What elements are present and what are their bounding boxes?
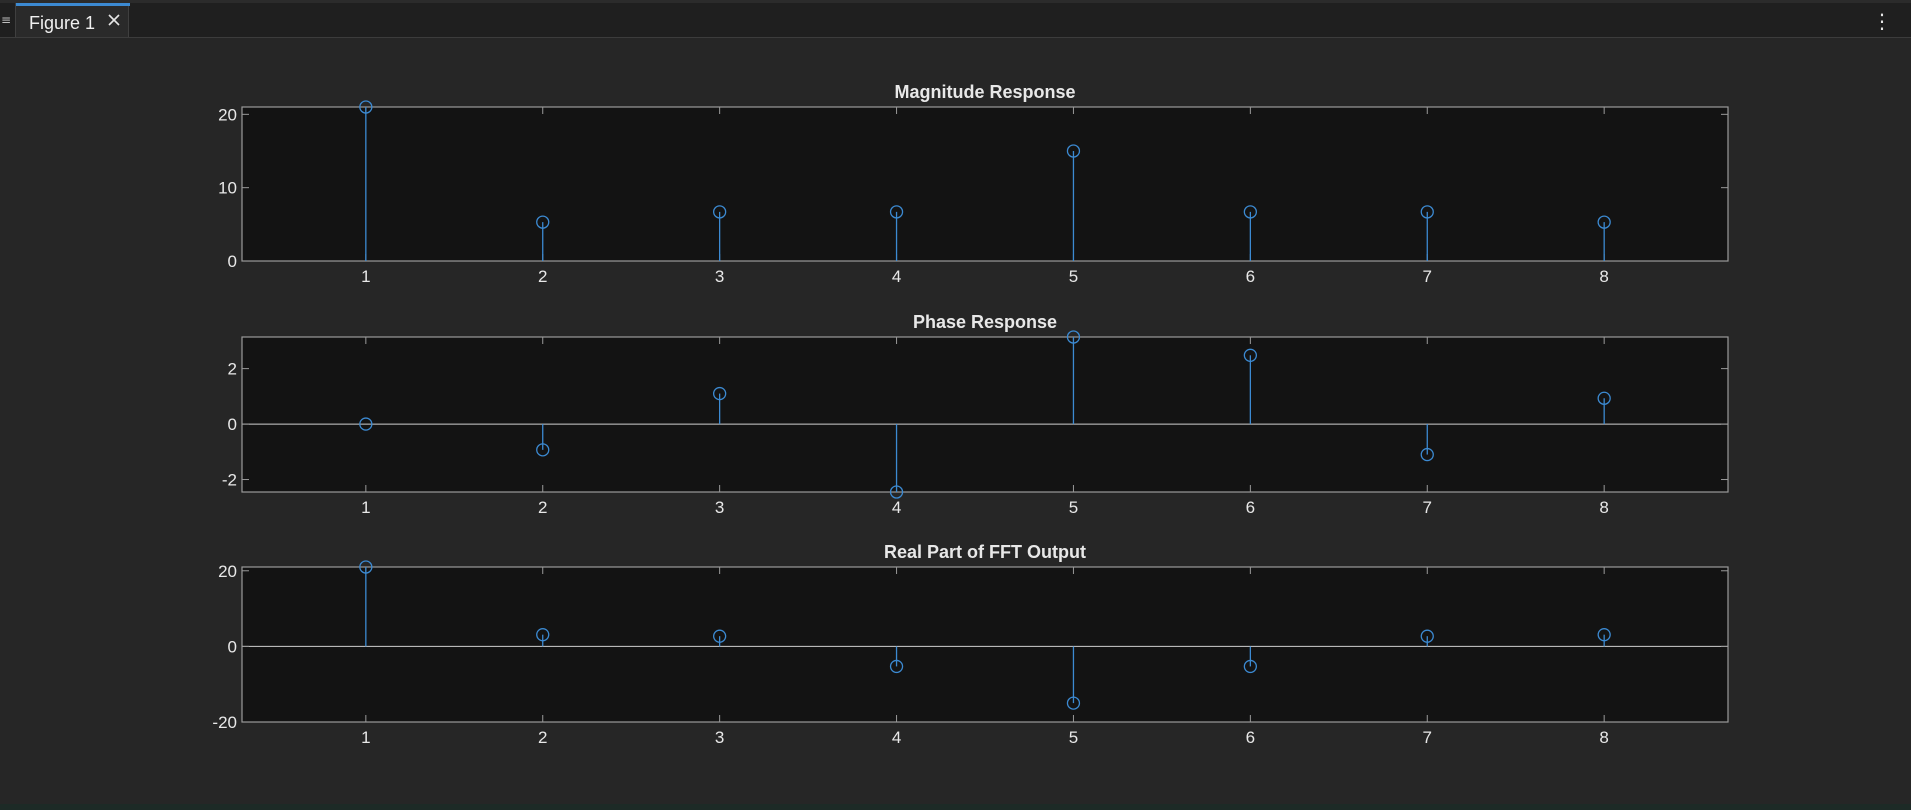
- stem-marker: [1243, 205, 1258, 219]
- y-tick-label: -20: [212, 713, 237, 732]
- x-tick-label: 8: [1599, 267, 1608, 286]
- x-tick-label: 1: [361, 728, 370, 747]
- stem-marker: [1597, 215, 1611, 229]
- y-tick-label: 2: [228, 360, 237, 379]
- x-tick-label: 6: [1246, 728, 1255, 747]
- stem-marker: [712, 386, 727, 401]
- subplot-2: Phase Response 1 2 3 4 5 6 7 8 -2 0 2: [222, 312, 1729, 517]
- stem-marker: [712, 629, 727, 643]
- subplot-title: Phase Response: [913, 312, 1057, 332]
- y-tick-label: 20: [218, 562, 237, 581]
- subplot-3: Real Part of FFT Output 1 2 3 4 5 6 7 8 -20 0 20: [212, 542, 1729, 747]
- x-tick-label: 2: [538, 728, 547, 747]
- y-tick-label: 20: [218, 105, 237, 124]
- x-tick-label: 4: [892, 498, 901, 517]
- y-tick-label: 0: [228, 252, 237, 271]
- stem-marker: [1597, 628, 1611, 642]
- stem-marker: [889, 659, 904, 674]
- axes-box: [241, 106, 1729, 262]
- x-tick-label: 6: [1246, 267, 1255, 286]
- tab-active-indicator: [16, 3, 130, 6]
- bottom-status-strip: [0, 804, 1911, 810]
- x-tick-label: 5: [1069, 498, 1078, 517]
- stem-marker: [536, 215, 550, 229]
- x-tick-label: 6: [1246, 498, 1255, 517]
- y-tick-label: 10: [218, 179, 237, 198]
- x-tick-label: 7: [1423, 267, 1432, 286]
- stem-marker: [536, 443, 550, 457]
- axes-box: [241, 566, 1729, 723]
- tab-label: Figure 1: [29, 13, 96, 33]
- more-options-icon[interactable]: ⋮: [1872, 9, 1892, 33]
- stem-marker: [712, 205, 727, 219]
- stem-marker: [359, 560, 373, 574]
- stem-marker: [1243, 348, 1258, 362]
- subplot-1: Magnitude Response 1 2 3 4 5 6 7 8 0 10 20: [218, 82, 1729, 286]
- stem-marker: [1243, 659, 1258, 674]
- x-tick-label: 3: [715, 728, 724, 747]
- stem-marker: [889, 485, 904, 499]
- stem-marker: [359, 417, 373, 431]
- y-tick-label: -2: [222, 471, 237, 490]
- stem-marker: [1066, 696, 1081, 710]
- figure-canvas: Magnitude Response 1 2 3 4 5 6 7 8 0 10 20 Phase Res…: [0, 38, 1911, 804]
- stem-marker: [1420, 629, 1434, 643]
- x-tick-label: 4: [892, 728, 901, 747]
- stem-marker: [1066, 330, 1081, 344]
- panel-grip-icon[interactable]: ≡: [1, 13, 12, 27]
- x-tick-label: 8: [1599, 728, 1608, 747]
- x-tick-label: 3: [715, 498, 724, 517]
- x-tick-label: 1: [361, 498, 370, 517]
- stem-marker: [1420, 205, 1434, 219]
- x-tick-label: 7: [1423, 498, 1432, 517]
- stem-marker: [359, 100, 373, 114]
- x-tick-label: 2: [538, 498, 547, 517]
- x-tick-label: 5: [1069, 728, 1078, 747]
- axes-box: [241, 336, 1729, 493]
- figure-tab-bar: ≡ Figure 1 ⋮: [0, 3, 1911, 38]
- x-tick-label: 4: [892, 267, 901, 286]
- x-tick-label: 2: [538, 267, 547, 286]
- subplot-title: Magnitude Response: [894, 82, 1075, 102]
- y-tick-label: 0: [228, 637, 237, 656]
- stem-marker: [1597, 391, 1611, 405]
- x-tick-label: 7: [1423, 728, 1432, 747]
- x-tick-label: 8: [1599, 498, 1608, 517]
- tab-figure-1[interactable]: Figure 1: [15, 3, 130, 37]
- x-tick-label: 1: [361, 267, 370, 286]
- stem-marker: [1066, 144, 1081, 158]
- close-icon[interactable]: [106, 12, 122, 28]
- stem-marker: [1420, 447, 1434, 462]
- x-tick-label: 3: [715, 267, 724, 286]
- subplot-title: Real Part of FFT Output: [884, 542, 1086, 562]
- stem-marker: [889, 205, 904, 219]
- y-tick-label: 0: [228, 415, 237, 434]
- x-tick-label: 5: [1069, 267, 1078, 286]
- stem-marker: [536, 628, 550, 642]
